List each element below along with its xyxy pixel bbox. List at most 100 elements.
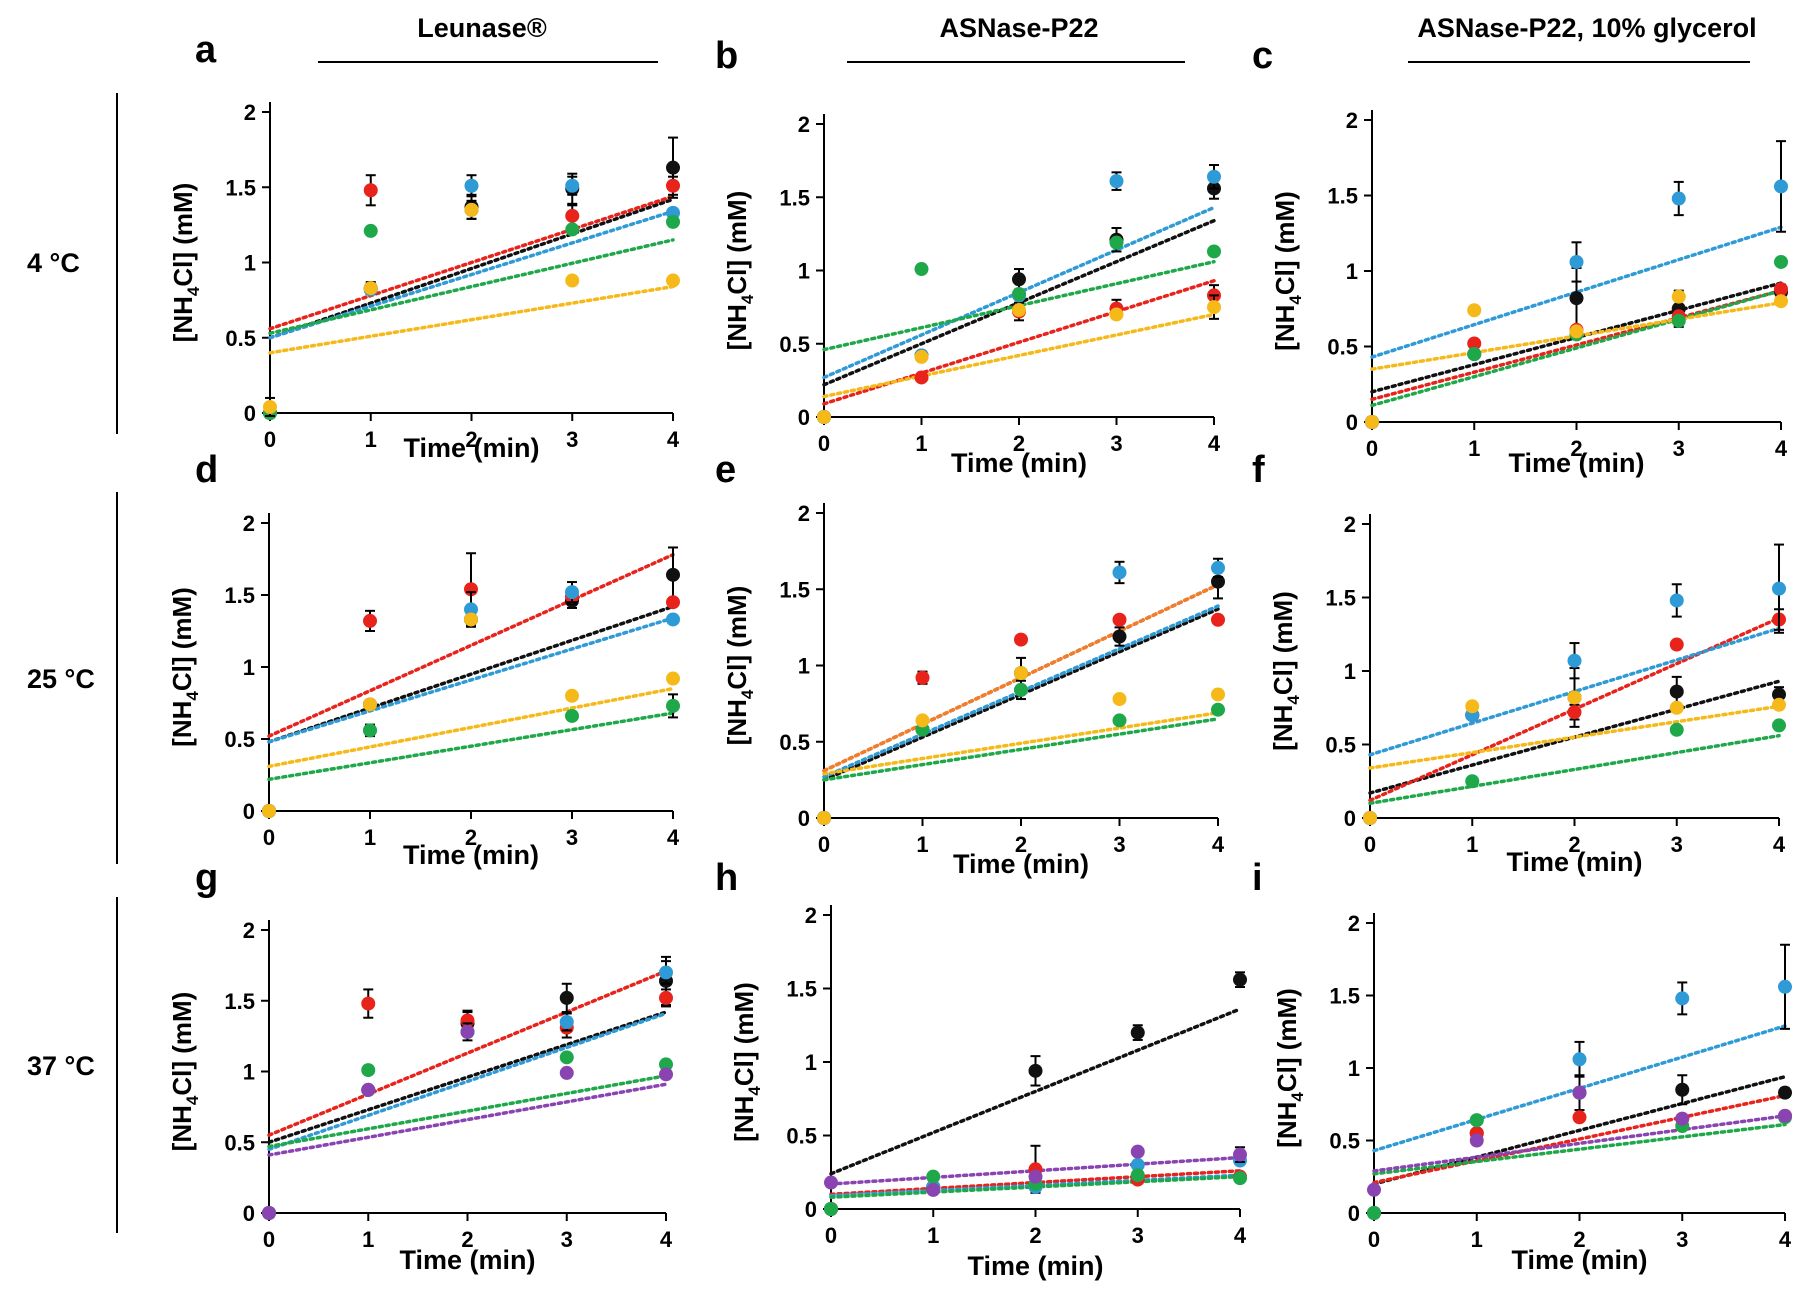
y-tick-label: 1.5	[1329, 984, 1360, 1009]
y-tick-label: 1	[798, 259, 810, 284]
data-point-green	[363, 223, 378, 238]
data-point-green	[565, 708, 579, 723]
row-label-37c: 37 °C	[27, 1051, 95, 1081]
y-tick-label: 0.5	[779, 730, 810, 755]
x-axis-label: Time (min)	[403, 433, 539, 463]
data-point-blue	[1772, 581, 1786, 596]
x-tick-label: 3	[566, 427, 578, 452]
data-point-green	[1211, 702, 1225, 717]
trendline-yellow	[1368, 704, 1781, 770]
data-point-purple	[1572, 1085, 1587, 1100]
data-point-black	[559, 990, 574, 1005]
data-point-black	[1669, 684, 1684, 699]
data-point-black	[1778, 1085, 1792, 1100]
data-point-blue	[1774, 179, 1788, 194]
x-tick-label: 0	[1364, 832, 1376, 857]
x-tick-label: 4	[660, 1227, 673, 1252]
row-label-25c: 25 °C	[27, 664, 95, 694]
trendline-yellow	[822, 312, 1216, 399]
row-label-4c: 4 °C	[27, 248, 80, 278]
y-tick-label: 0.5	[225, 326, 256, 351]
y-tick-label: 2	[243, 918, 255, 943]
trendline-red	[267, 969, 668, 1137]
data-point-green	[1014, 682, 1028, 697]
x-axis-label: Time (min)	[1506, 847, 1642, 877]
data-point-green	[1465, 774, 1480, 789]
data-point-black	[666, 160, 680, 175]
x-tick-label: 0	[1366, 436, 1378, 461]
data-point-purple	[559, 1065, 574, 1080]
data-point-red	[1774, 282, 1788, 297]
data-point-green	[926, 1169, 941, 1184]
x-tick-label: 3	[1113, 832, 1125, 857]
trendline-green	[267, 1073, 668, 1149]
y-tick-label: 0	[243, 799, 255, 824]
panel-e: e 0 0.5 1 1.5 2 0 1 2 3 4 Time (min) [NH4Cl] (mM)	[715, 449, 1225, 879]
data-point-red	[363, 183, 378, 198]
y-axis-label: [NH4Cl] (mM)	[722, 586, 757, 746]
x-tick-label: 2	[1570, 436, 1582, 461]
trendline-black	[267, 604, 675, 744]
data-point-red	[1572, 1110, 1587, 1125]
y-tick-label: 0.5	[224, 727, 255, 752]
data-point-yellow	[464, 612, 478, 627]
x-tick-label: 1	[927, 1223, 939, 1248]
data-point-yellow	[1774, 294, 1788, 309]
x-tick-label: 0	[263, 825, 275, 850]
data-point-blue	[1567, 653, 1582, 668]
y-tick-label: 0	[1346, 410, 1358, 435]
data-point-green	[659, 1057, 673, 1072]
data-point-blue	[1671, 191, 1686, 206]
x-tick-label: 1	[1468, 436, 1480, 461]
data-point-yellow	[1669, 700, 1684, 715]
y-tick-label: 2	[243, 511, 255, 536]
data-point-green	[666, 214, 680, 229]
data-point-green	[1772, 718, 1786, 733]
x-tick-label: 2	[1568, 832, 1580, 857]
y-tick-label: 1	[1348, 1056, 1360, 1081]
data-point-red	[1014, 632, 1028, 647]
panel-i: i 0 0.5 1 1.5 2 0 1 2 3 4 Time (min) [NH4Cl] (mM)	[1252, 857, 1792, 1275]
y-axis-label: [NH4Cl] (mM)	[722, 191, 757, 351]
data-point-black	[1211, 574, 1225, 589]
trendline-green	[1372, 1122, 1787, 1176]
data-point-yellow	[363, 281, 378, 296]
trendline-green	[268, 238, 675, 335]
trendline-red	[268, 194, 675, 331]
data-point-purple	[1778, 1108, 1792, 1123]
x-tick-label: 3	[561, 1227, 573, 1252]
x-tick-label: 2	[461, 1227, 473, 1252]
y-axis-label: [NH4Cl] (mM)	[1268, 591, 1303, 751]
trendline-purple	[1372, 1114, 1787, 1173]
data-point-green	[1774, 254, 1788, 269]
data-point-black	[1569, 291, 1584, 306]
x-tick-label: 1	[365, 427, 377, 452]
data-point-green	[1671, 313, 1686, 328]
trendline-black	[268, 197, 675, 340]
y-tick-label: 1.5	[225, 175, 256, 200]
y-tick-label: 2	[1348, 911, 1360, 936]
data-point-blue	[666, 612, 680, 627]
data-point-yellow	[565, 273, 580, 288]
data-point-yellow	[666, 671, 680, 686]
trendline-black	[267, 1010, 668, 1144]
data-point-purple	[824, 1175, 838, 1190]
x-tick-label: 0	[264, 427, 276, 452]
y-axis-label: [NH4Cl] (mM)	[729, 982, 764, 1142]
y-tick-label: 0	[244, 401, 256, 426]
y-tick-label: 1	[243, 655, 255, 680]
data-point-red	[1112, 612, 1127, 627]
x-tick-label: 0	[818, 431, 830, 456]
panel-letter: a	[195, 29, 217, 71]
y-tick-label: 0	[798, 405, 810, 430]
data-point-yellow	[1112, 692, 1127, 707]
y-tick-label: 1	[798, 654, 810, 679]
x-tick-label: 3	[566, 825, 578, 850]
data-point-purple	[659, 1067, 673, 1082]
data-point-red	[363, 613, 377, 628]
data-point-green	[1469, 1113, 1484, 1128]
data-point-yellow	[1109, 307, 1124, 322]
trendline-green	[822, 717, 1220, 782]
x-axis-label: Time (min)	[1511, 1245, 1647, 1275]
